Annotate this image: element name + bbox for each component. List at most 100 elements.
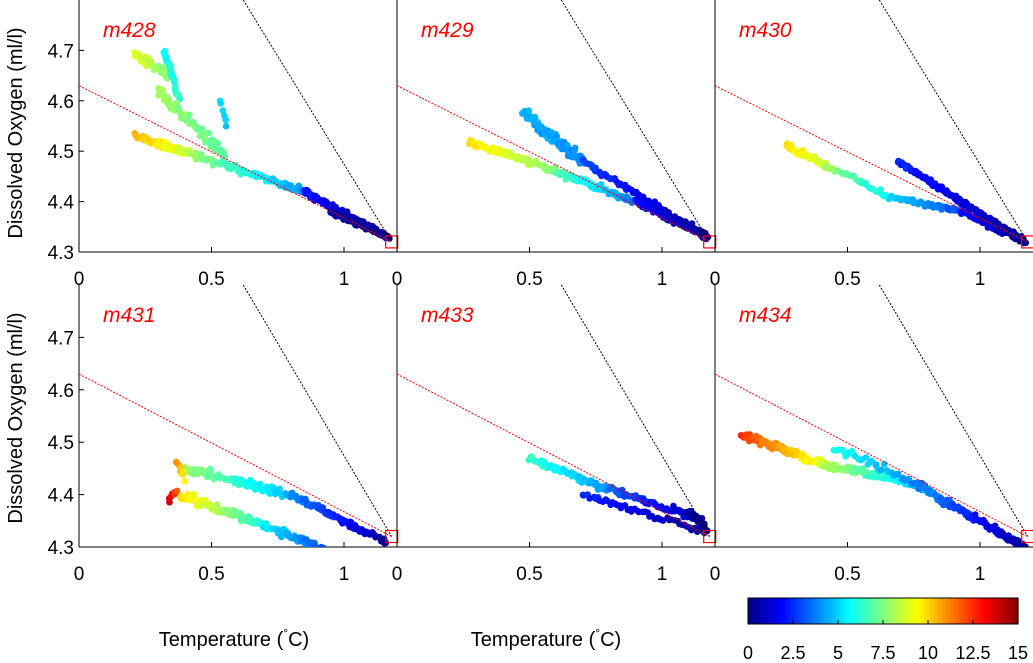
panel-grid: 0 0.5 1 4.3 4.4 4.5 4.6 4.7 m428 0 0.5 1 m429 0 0.5 1 m4… [48,0,1033,585]
x-tick-label: 1 [339,564,350,585]
scatter-point [385,574,392,581]
scatter-point [318,547,325,554]
colorbar-segment [764,598,770,624]
scatter-point [382,572,389,579]
scatter-point [217,100,224,107]
colorbar: 0 2.5 5 7.5 10 12.5 15 [743,597,1028,663]
scatter-point [868,457,875,465]
colorbar-segment [756,598,762,624]
scatter-point [326,547,333,554]
scatter-point [378,571,385,578]
scatter-point [376,564,383,571]
x-tick-label: 0 [74,564,85,585]
scatter-point [372,570,379,577]
scatter-point [207,468,214,475]
colorbar-segment [899,598,905,624]
x-tick-label: 0 [74,269,85,290]
scatter-point [382,571,389,578]
scatter-point [347,553,354,560]
scatter-point [360,561,367,568]
colorbar-segment [942,598,947,624]
scatter-point [368,565,375,572]
colorbar-segment [1013,598,1019,624]
y-axis-label-top: Dissolved Oxygen (ml/l) [5,27,27,238]
x-tick-label: 0.5 [834,269,860,290]
colorbar-segment [1001,598,1006,624]
x-tick-label: 1 [975,564,986,585]
colorbar-segment [777,598,783,624]
end-member-marker [1021,235,1033,249]
red-mixing-line [397,85,710,243]
scatter-point [881,460,888,468]
scatter-point [376,568,383,575]
scatter-point [379,569,386,576]
scatter-point [373,563,380,570]
panel-title: m428 [103,19,156,42]
colorbar-segment [1009,598,1015,624]
scatter-point [862,454,870,461]
scatter-point [172,82,179,89]
colorbar-segment [925,598,931,624]
scatter-point [358,564,365,571]
scatter-point [373,568,380,575]
scatter-point [375,568,382,575]
scatter-point [384,571,391,578]
black-reference-line [878,0,1029,243]
colorbar-tick-label: 2.5 [780,643,805,663]
black-reference-line [878,285,1029,537]
scatter-point [334,553,341,560]
scatter-point [592,164,599,172]
scatter-point [173,487,181,495]
scatter-point [369,569,376,576]
colorbar-segment [891,598,897,624]
scatter-point [365,565,372,572]
scatter-point [371,568,378,575]
end-member-marker [385,235,399,249]
red-mixing-line [397,373,710,537]
y-axis-label-bottom: Dissolved Oxygen (ml/l) [5,312,27,523]
scatter-point [315,547,322,554]
colorbar-segment [971,598,977,624]
end-member-marker [703,235,717,249]
colorbar-segment [845,598,850,624]
scatter-point [327,546,331,547]
red-mixing-line [715,373,1028,537]
scatter-point [383,573,390,580]
x-tick-label: 0.5 [198,269,224,290]
x-tick-label: 0 [710,564,721,585]
scatter-point [379,570,386,577]
colorbar-segment [992,598,998,624]
scatter-points [737,431,1029,547]
scatter-point [222,122,230,130]
colorbar-segment [920,598,926,624]
colorbar-segment [895,598,901,624]
scatter-point [363,565,370,572]
x-tick-label: 0.5 [834,564,860,585]
colorbar-segment [769,598,774,624]
x-tick-label: 0 [710,269,721,290]
colorbar-segment [878,598,884,624]
panel-m433: 0 0.5 1 m433 [392,285,717,585]
colorbar-segment [785,598,791,624]
scatter-point [357,557,364,564]
scatter-point [895,470,902,478]
colorbar-segment [798,598,804,624]
panel-m430: 0 0.5 1 m430 [710,0,1033,290]
scatter-point [354,558,361,565]
y-tick-label: 4.3 [48,538,74,559]
x-tick-label: 0.5 [198,564,224,585]
scatter-point [915,485,922,492]
scatter-point [923,485,931,493]
scatter-point [342,556,349,563]
scatter-point [351,559,358,566]
colorbar-segment [988,598,994,624]
colorbar-segment [937,598,943,624]
end-member-marker [385,529,399,544]
scatter-point [352,559,359,566]
scatter-point [380,571,387,578]
y-tick-label: 4.7 [48,41,74,62]
scatter-point [165,60,173,68]
colorbar-segment [832,598,838,624]
colorbar-segment [874,598,880,624]
colorbar-segment [840,598,846,624]
